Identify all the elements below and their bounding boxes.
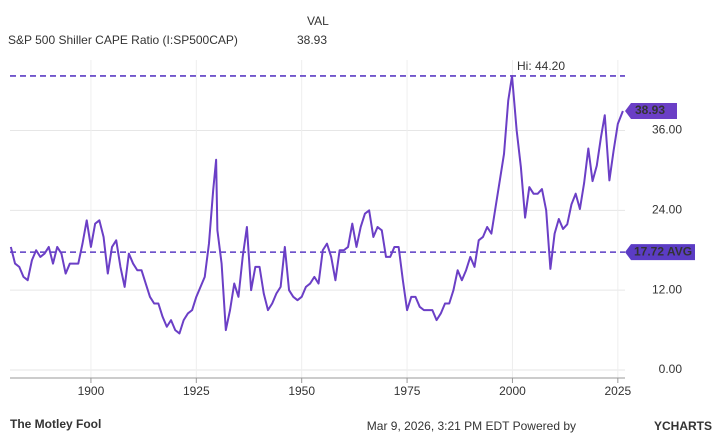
latest-value: 38.93 — [297, 33, 327, 47]
reference-label: 17.72 AVG — [634, 244, 692, 258]
y-tick-label: 0.00 — [659, 362, 683, 376]
brand-logo: The Motley Fool — [10, 417, 101, 431]
x-tick-label: 1975 — [394, 384, 421, 398]
value-badge-label: 38.93 — [635, 103, 665, 117]
column-header: VAL — [307, 14, 329, 28]
x-tick-label: 2000 — [499, 384, 526, 398]
x-tick-label: 1925 — [183, 384, 210, 398]
x-tick-label: 2025 — [604, 384, 631, 398]
data-line — [9, 74, 624, 335]
chart-title: S&P 500 Shiller CAPE Ratio (I:SP500CAP) — [8, 33, 238, 47]
reference-label: Hi: 44.20 — [517, 59, 565, 73]
provider-logo: YCHARTS — [654, 419, 712, 433]
y-tick-label: 12.00 — [652, 282, 682, 296]
timestamp: Mar 9, 2026, 3:21 PM EDT Powered by — [367, 419, 576, 433]
x-tick-label: 1950 — [288, 384, 315, 398]
label-badge — [625, 244, 695, 261]
x-tick-label: 1900 — [78, 384, 105, 398]
y-tick-label: 24.00 — [652, 203, 682, 217]
y-tick-label: 36.00 — [652, 123, 682, 137]
value-badge — [625, 103, 677, 120]
